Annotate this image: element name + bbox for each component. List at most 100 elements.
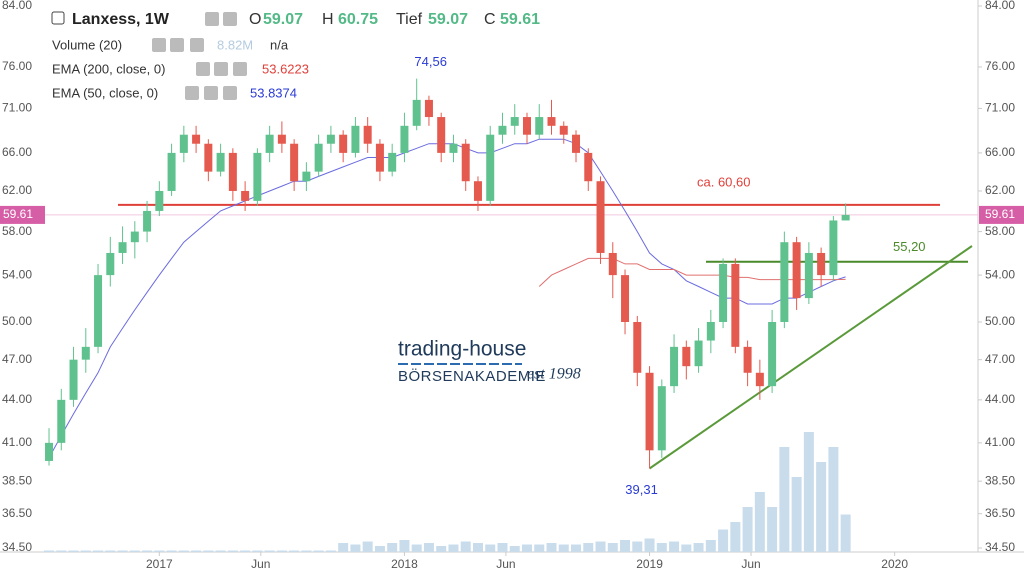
volume-bar	[693, 543, 704, 552]
candle-body	[81, 346, 90, 360]
volume-bar	[289, 550, 300, 552]
candle-body	[94, 275, 103, 347]
icon[interactable]	[204, 86, 218, 100]
volume-bar	[509, 546, 520, 552]
y-tick-label-left: 62.00	[2, 183, 32, 197]
ma-line	[48, 138, 846, 459]
candle-body	[792, 242, 801, 299]
x-tick-label: 2017	[146, 557, 173, 571]
candle-body	[216, 152, 225, 172]
candle-body	[817, 252, 826, 276]
y-tick-label-left: 58.00	[2, 224, 32, 238]
candle-body	[314, 143, 323, 172]
volume-bar	[718, 529, 729, 552]
volume-bar	[142, 550, 153, 552]
y-tick-label: 36.50	[985, 506, 1015, 520]
y-tick-label-left: 54.00	[2, 267, 32, 281]
y-tick-label-left: 76.00	[2, 59, 32, 73]
volume-bar	[571, 544, 582, 552]
y-tick-label: 44.00	[985, 392, 1015, 406]
volume-bar	[423, 543, 434, 552]
candle-body	[596, 181, 605, 253]
volume-bar	[644, 538, 655, 552]
y-tick-label-left: 66.00	[2, 145, 32, 159]
watermark-title: trading-house	[398, 338, 526, 361]
volume-bar	[840, 514, 851, 552]
y-tick-label-left: 84.00	[2, 0, 32, 12]
candle-body	[326, 134, 335, 144]
x-tick-label: Jun	[496, 557, 515, 571]
volume-bar	[791, 477, 802, 552]
volume-bar	[546, 543, 557, 552]
y-tick-label: 84.00	[985, 0, 1015, 12]
candle-body	[768, 321, 777, 387]
icon[interactable]	[190, 38, 204, 52]
collapse-icon[interactable]	[51, 11, 65, 25]
icon[interactable]	[223, 12, 237, 26]
y-tick-label: 38.50	[985, 473, 1015, 487]
indicator-label: EMA (50, close, 0)	[52, 85, 158, 100]
indicator-label: Volume (20)	[52, 37, 122, 52]
volume-bar	[742, 507, 753, 552]
y-tick-label: 66.00	[985, 145, 1015, 159]
ohlc-label: C	[484, 11, 496, 28]
candle-body	[290, 143, 299, 182]
volume-bar	[583, 543, 594, 552]
indicator-value: 53.8374	[250, 85, 297, 100]
icon[interactable]	[223, 86, 237, 100]
ohlc-label: O	[249, 11, 261, 28]
candle-body	[804, 252, 813, 299]
symbol: Lanxess, 1W	[72, 11, 170, 28]
y-tick-label-left: 44.00	[2, 392, 32, 406]
price-marker	[979, 205, 1024, 224]
watermark-sub: BÖRSENAKADEMIE	[398, 367, 546, 385]
icon[interactable]	[170, 38, 184, 52]
legend-header: Lanxess, 1W O 59.07 H 60.75 Tief 59.07 C…	[51, 11, 540, 100]
y-tick-label-left: 41.00	[2, 435, 32, 449]
candle-body	[69, 359, 78, 400]
y-tick-label-left: 38.50	[2, 473, 32, 487]
candle-body	[45, 442, 54, 461]
candle-body	[253, 152, 262, 201]
price-marker-label: 59.61	[985, 207, 1015, 221]
volume-bar	[460, 541, 471, 552]
indicator-label: EMA (200, close, 0)	[52, 61, 165, 76]
icon[interactable]	[205, 12, 219, 26]
ohlc-value: 59.07	[263, 11, 303, 28]
candle-body	[584, 152, 593, 182]
candle-body	[755, 372, 764, 387]
candle-body	[339, 134, 348, 153]
annotation: 39,31	[625, 482, 658, 497]
candle-body	[633, 321, 642, 373]
candle-body	[559, 125, 568, 135]
volume-bar	[656, 543, 667, 552]
volume-bar	[105, 550, 116, 552]
candle-body	[388, 152, 397, 172]
ohlc-label: Tief	[396, 11, 423, 28]
candle-body	[510, 117, 519, 126]
ohlc-value: 59.07	[428, 11, 468, 28]
y-tick-label: 41.00	[985, 435, 1015, 449]
icon[interactable]	[233, 62, 247, 76]
candle-body	[829, 220, 838, 276]
candle-body	[522, 117, 531, 135]
x-tick-label: Jun	[251, 557, 270, 571]
icon[interactable]	[196, 62, 210, 76]
candle-body	[486, 134, 495, 201]
volume-bar	[779, 447, 790, 552]
y-tick-label-left: 50.00	[2, 314, 32, 328]
volume-bar	[534, 544, 545, 552]
y-tick-label-left: 34.50	[2, 540, 32, 554]
volume-bar	[362, 541, 373, 552]
watermark: trading-house BÖRSENAKADEMIE est 1998	[398, 338, 581, 385]
icon[interactable]	[185, 86, 199, 100]
indicator-value: 8.82M	[217, 37, 253, 52]
volume-bar	[93, 550, 104, 552]
icon[interactable]	[152, 38, 166, 52]
icon[interactable]	[214, 62, 228, 76]
volume-bar	[215, 550, 226, 552]
candle-body	[682, 346, 691, 367]
watermark-est: est 1998	[527, 366, 581, 383]
